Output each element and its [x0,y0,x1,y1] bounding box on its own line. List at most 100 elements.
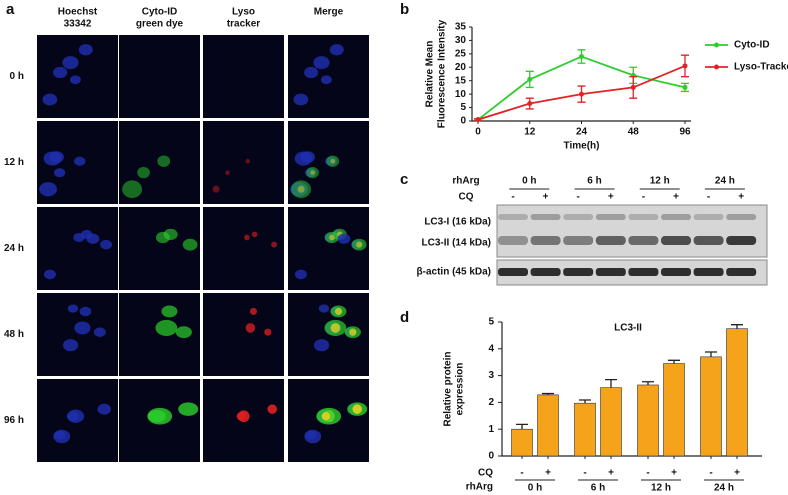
band [726,236,757,245]
group-label: 12 h [650,176,670,187]
column-header: Cyto-ID [142,7,178,18]
cyto-stain [291,180,312,199]
legend-label: Lyso-Tracker [734,62,788,73]
lyso-stain [225,170,230,175]
treatment-label: rhArg [452,176,479,187]
nucleus [337,233,351,244]
row-label: 12 h [4,157,24,168]
panel-label: d [400,309,409,326]
band [595,268,626,276]
nucleus [42,93,58,106]
nucleus [294,269,307,280]
cq-label: CQ [459,192,474,203]
band [726,214,757,220]
micrograph [203,207,284,290]
nucleus [69,75,81,85]
lyso-stain [321,411,331,421]
micrograph [203,293,284,376]
band [530,236,561,245]
nucleus [62,56,79,70]
nucleus [313,56,330,70]
lyso-stain [310,170,315,175]
cyto-stain [155,319,178,336]
nucleus [293,93,309,106]
band [498,214,528,220]
bar [511,428,533,457]
y-axis-label: expression [455,363,466,416]
band [498,236,528,245]
x-tick-label: + [671,468,677,479]
panel-label: b [400,1,409,18]
cq-sign: + [608,192,614,203]
lyso-stain [251,231,258,238]
y-axis-label: Relative Mean [425,41,436,108]
band-label: β-actin (45 kDa) [417,267,491,278]
cq-sign: - [511,192,514,203]
cq-sign: - [642,192,645,203]
micrograph [119,35,200,118]
nucleus [53,429,71,444]
column-header: 33342 [64,19,92,30]
column-header: Hoechst [58,7,98,18]
error-bar [605,378,617,388]
cyto-stain [182,238,198,251]
micrograph [203,35,284,118]
error-bar [668,359,680,364]
y-axis-label: Relative protein [443,351,454,426]
error-bar [516,423,528,430]
point [682,84,688,90]
nucleus [66,411,80,422]
nucleus [100,239,113,250]
y-tick-label: 1 [488,424,494,435]
cq-sign: + [543,192,549,203]
nucleus [93,327,106,337]
band [563,268,594,276]
x-tick-label: - [520,468,523,479]
micrograph [37,293,118,376]
blot-membrane [496,204,768,258]
y-tick-label: 0 [488,451,494,462]
x-tick-label: + [608,468,614,479]
row-label: rhArg [466,482,493,493]
nucleus [304,66,319,79]
cq-sign: + [738,192,744,203]
band [693,236,724,245]
y-tick-label: 0 [460,116,466,127]
lyso-stain [267,404,277,414]
x-tick-label: - [709,468,712,479]
lyso-stain [212,185,220,193]
y-tick-label: 5 [460,102,466,113]
x-tick-label: 96 [679,127,691,138]
row-label: CQ [478,468,493,479]
nucleus [300,151,315,163]
y-tick-label: 5 [488,317,494,328]
cyto-stain [155,231,170,244]
y-tick-label: 35 [455,22,467,33]
point [475,117,481,123]
y-tick-label: 4 [488,343,494,354]
legend-marker [714,42,719,48]
column-header: Lyso [232,7,255,18]
cyto-stain [147,410,166,423]
x-tick-label: - [646,468,649,479]
x-tick-label: 12 [524,127,536,138]
bar [663,363,685,457]
y-tick-label: 20 [455,62,467,73]
y-tick-label: 2 [488,397,494,408]
nucleus [318,304,330,313]
band [563,236,594,245]
panel-label: c [400,171,408,188]
group-label: 6 h [591,483,605,494]
nucleus [313,339,330,352]
cyto-stain [137,167,150,179]
point [682,63,688,69]
cyto-stain [175,326,192,339]
point [527,76,533,82]
nucleus [329,44,344,56]
point [579,91,584,97]
band [530,214,561,220]
band [661,268,691,276]
micrograph [203,121,284,204]
cyto-stain [157,155,171,167]
x-tick-label: + [545,468,551,479]
